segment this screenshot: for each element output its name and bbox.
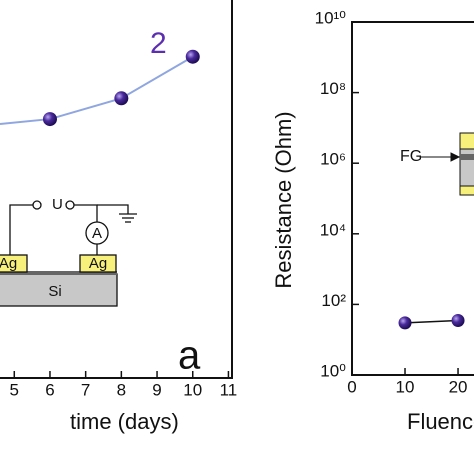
y-tick-label: 10²: [321, 291, 346, 310]
x-tick-label: 10: [183, 380, 202, 399]
inset-label: FG: [400, 148, 422, 165]
inset-label: A: [92, 225, 102, 242]
circuit-inset: [0, 200, 137, 307]
x-tick-label: 5: [10, 380, 19, 399]
x-tick-label: 10: [396, 377, 415, 396]
point: [398, 316, 412, 330]
point: [185, 49, 200, 64]
x-tick-label: 7: [81, 380, 90, 399]
layer-inset: [420, 132, 474, 196]
y-tick-label: 10⁸: [320, 79, 346, 98]
x-tick-label: 8: [117, 380, 126, 399]
y-axis-label: Resistance (Ohm): [271, 111, 296, 288]
series-label: 2: [150, 27, 167, 60]
x-axis-label: time (days): [70, 409, 179, 434]
point: [42, 112, 57, 127]
x-tick-label: 9: [152, 380, 161, 399]
fit-curve: [0, 55, 194, 125]
plot-frame: [0, 0, 233, 379]
y-tick-label: 10⁰: [320, 361, 346, 380]
panel-label: a: [178, 334, 201, 378]
y-tick-label: 10¹⁰: [315, 8, 347, 27]
point: [451, 313, 465, 327]
inset-label: U: [52, 196, 63, 213]
inset-label: Si: [48, 283, 61, 300]
x-tick-label: 0: [347, 377, 356, 396]
x-axis-label: Fluence: [407, 409, 474, 434]
x-tick-label: 6: [45, 380, 54, 399]
point: [114, 91, 129, 106]
inset-label: Ag: [0, 255, 17, 272]
y-tick-label: 10⁴: [320, 220, 346, 239]
series-line: [404, 319, 459, 324]
y-tick-label: 10⁶: [320, 150, 346, 169]
plot-frame: [351, 21, 474, 376]
x-tick-label: 20: [449, 377, 468, 396]
inset-label: Ag: [89, 255, 107, 272]
x-tick-label: 11: [220, 380, 238, 399]
